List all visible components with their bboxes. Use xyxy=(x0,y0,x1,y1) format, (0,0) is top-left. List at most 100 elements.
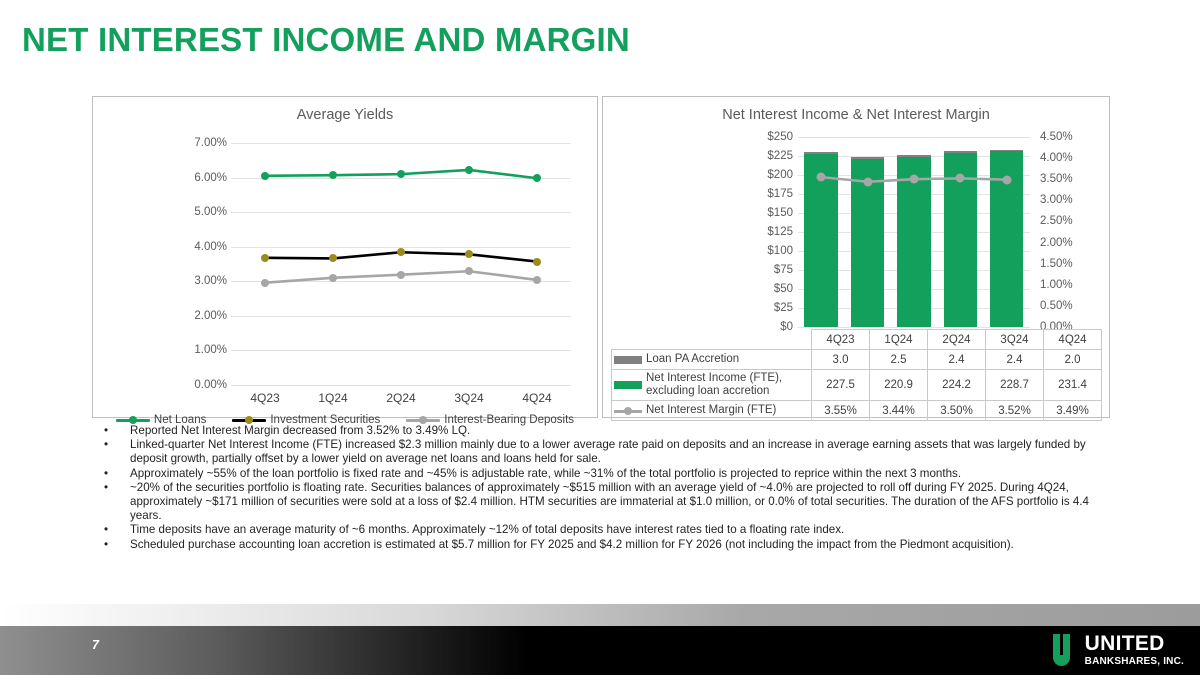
data-point-marker xyxy=(397,270,405,279)
table-cell: 3.0 xyxy=(811,349,870,370)
gridline xyxy=(231,281,571,283)
table-cell: 2.5 xyxy=(869,349,928,370)
y-axis-tick-label: 2.00% xyxy=(194,309,227,322)
bar-group xyxy=(798,137,844,327)
charts-container: Average Yields 0.00% 1.00% 2.00% 3.00% 4.00%… xyxy=(92,96,1110,426)
logo-text: UNITED BANKSHARES, INC. xyxy=(1085,633,1184,667)
table-header-cell: 4Q24 xyxy=(1043,329,1102,350)
data-point-marker xyxy=(533,275,541,284)
data-point-marker xyxy=(261,278,269,287)
bar-loan-pa-accretion xyxy=(850,157,885,160)
legend-bar-swatch-icon xyxy=(614,355,642,364)
nim-data-point-marker xyxy=(863,177,873,187)
net-interest-income-panel: Net Interest Income & Net Interest Margi… xyxy=(602,96,1110,422)
y-axis-tick-label: 6.00% xyxy=(194,171,227,184)
y2-axis-tick-label: 3.00% xyxy=(1040,194,1073,207)
bullet-text: ~20% of the securities portfolio is floa… xyxy=(130,480,1089,523)
table-corner-cell xyxy=(612,330,812,350)
bullet-text: Linked-quarter Net Interest Income (FTE)… xyxy=(130,438,1086,466)
table-cell: 227.5 xyxy=(811,368,870,402)
bullet-text: Scheduled purchase accounting loan accre… xyxy=(130,537,1014,551)
table-cell: 228.7 xyxy=(985,368,1044,402)
bar-loan-pa-accretion xyxy=(897,154,931,157)
data-point-marker xyxy=(329,171,337,180)
bar-group xyxy=(844,137,890,327)
bullet-item: • Linked-quarter Net Interest Income (FTE… xyxy=(104,438,1104,466)
bullet-item: • ~20% of the securities portfolio is flo… xyxy=(104,481,1104,524)
average-yields-panel: Average Yields 0.00% 1.00% 2.00% 3.00% 4.00%… xyxy=(92,96,598,426)
data-point-marker xyxy=(397,248,405,257)
bullet-marker-icon: • xyxy=(104,523,109,537)
bullet-marker-icon: • xyxy=(104,480,109,494)
data-point-marker xyxy=(533,174,541,183)
bullet-marker-icon: • xyxy=(104,438,109,452)
legend-label: Net Loans xyxy=(153,414,207,426)
x-axis-tick-label: 4Q24 xyxy=(522,391,552,405)
y-axis-tick-label: $175 xyxy=(767,188,793,200)
legend-item: Interest-Bearing Deposits xyxy=(406,414,574,426)
data-point-marker xyxy=(397,170,405,179)
gridline xyxy=(231,350,571,352)
left-chart-legend: Net Loans Investment Securities Interest-B… xyxy=(93,414,597,426)
bullet-item: • Reported Net Interest Margin decreased … xyxy=(104,424,1104,438)
y-axis-tick-label: $25 xyxy=(773,302,793,314)
legend-item: Investment Securities xyxy=(232,414,380,426)
bar-net-interest-income xyxy=(850,159,885,327)
table-cell: 3.50% xyxy=(927,400,986,422)
table-row: Net Interest Income (FTE), excluding loa… xyxy=(611,368,1102,402)
y2-axis-tick-label: 4.50% xyxy=(1040,131,1073,143)
data-point-marker xyxy=(329,254,337,263)
left-chart-title: Average Yields xyxy=(296,107,394,123)
data-point-marker xyxy=(329,273,337,282)
net-interest-income-plot xyxy=(798,137,1030,328)
y-axis-tick-label: $200 xyxy=(767,169,793,181)
table-row: Net Interest Margin (FTE) 3.55% 3.44% 3.50%… xyxy=(611,400,1102,422)
x-axis-tick-label: 4Q23 xyxy=(250,391,280,405)
table-row-label: Loan PA Accretion xyxy=(611,349,812,370)
table-header-cell: 2Q24 xyxy=(927,329,986,350)
y-axis-tick-label: $50 xyxy=(773,283,793,295)
y-axis-tick-label: $75 xyxy=(773,264,793,276)
y-axis-tick-label: 0.00% xyxy=(194,379,227,391)
legend-label: Interest-Bearing Deposits xyxy=(444,414,575,426)
bullet-item: • Approximately ~55% of the loan portfoli… xyxy=(104,467,1104,481)
footer-bar xyxy=(0,626,1200,675)
bar-net-interest-income xyxy=(897,156,931,327)
bullet-marker-icon: • xyxy=(104,424,109,437)
bullet-marker-icon: • xyxy=(104,466,109,480)
x-axis-tick-label: 3Q24 xyxy=(454,391,484,405)
y-axis-tick-label: $150 xyxy=(767,207,793,219)
footer-gradient-strip xyxy=(0,604,1200,626)
data-point-marker xyxy=(465,165,473,174)
bar-group xyxy=(891,137,937,327)
table-cell: 2.4 xyxy=(927,349,986,370)
left-chart-x-axis: 4Q23 1Q24 2Q24 3Q24 4Q24 xyxy=(231,391,571,409)
legend-item: Net Loans xyxy=(115,414,207,426)
legend-swatch-icon xyxy=(406,415,441,425)
table-cell: 2.0 xyxy=(1043,349,1102,370)
y-axis-tick-label: $0 xyxy=(780,321,793,333)
x-axis-tick-label: 2Q24 xyxy=(386,391,416,405)
bullet-text: Reported Net Interest Margin decreased f… xyxy=(130,424,471,437)
y2-axis-tick-label: 3.50% xyxy=(1040,173,1073,186)
legend-line-swatch-icon xyxy=(614,406,642,415)
y-axis-tick-label: $225 xyxy=(767,150,793,162)
legend-swatch-icon xyxy=(232,415,267,425)
bar-net-interest-income xyxy=(804,154,838,327)
bar-loan-pa-accretion xyxy=(943,151,978,154)
nim-data-point-marker xyxy=(1002,175,1012,185)
y-axis-tick-label: 3.00% xyxy=(194,275,227,288)
table-cell: 3.44% xyxy=(869,400,928,422)
page-number: 7 xyxy=(92,638,99,652)
bullet-text: Approximately ~55% of the loan portfolio… xyxy=(130,466,962,480)
y2-axis-tick-label: 0.50% xyxy=(1040,299,1073,312)
gridline xyxy=(798,137,1030,138)
y-axis-tick-label: 5.00% xyxy=(194,206,227,219)
y-axis-tick-label: $125 xyxy=(767,226,793,238)
logo-name-secondary: BANKSHARES, INC. xyxy=(1084,656,1184,667)
table-row-label-text: Loan PA Accretion xyxy=(646,352,740,365)
gridline xyxy=(231,315,571,317)
table-header-row: 4Q23 1Q24 2Q24 3Q24 4Q24 xyxy=(612,329,1102,350)
right-chart-title: Net Interest Income & Net Interest Margi… xyxy=(722,107,990,123)
y-axis-tick-label: $100 xyxy=(767,245,793,257)
